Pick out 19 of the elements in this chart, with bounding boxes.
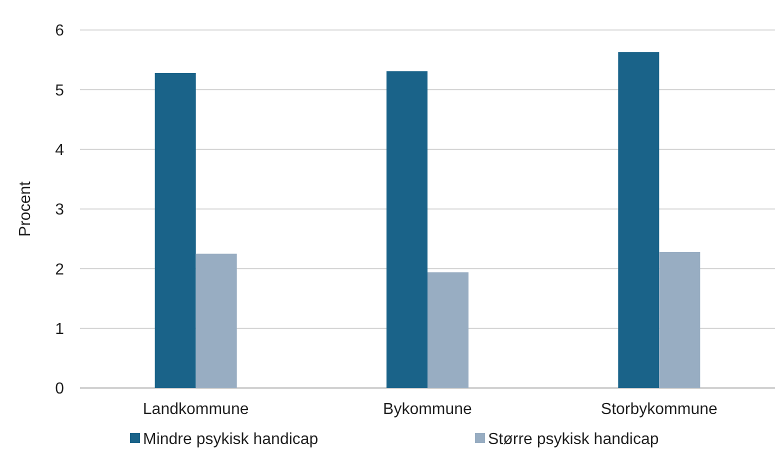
x-tick-label: Landkommune: [142, 401, 249, 418]
x-tick-label: Bykommune: [383, 401, 472, 418]
bar: [428, 272, 468, 388]
bar: [618, 52, 660, 388]
legend-label: Større psykisk handicap: [488, 431, 659, 448]
y-tick-label: 4: [55, 142, 64, 159]
bar: [196, 254, 237, 388]
y-tick-label: 6: [55, 22, 64, 40]
y-axis-title: Procent: [17, 180, 34, 237]
y-tick-label: 3: [55, 202, 64, 219]
legend-label: Mindre psykisk handicap: [143, 431, 318, 448]
y-tick-label: 2: [55, 261, 64, 278]
y-tick-label: 0: [55, 380, 64, 398]
x-tick-label: Storbykommune: [600, 401, 718, 418]
bar: [386, 71, 428, 388]
y-tick-label: 5: [55, 82, 64, 100]
bar: [154, 72, 196, 388]
y-tick-label: 1: [55, 320, 64, 338]
bar: [659, 252, 700, 388]
